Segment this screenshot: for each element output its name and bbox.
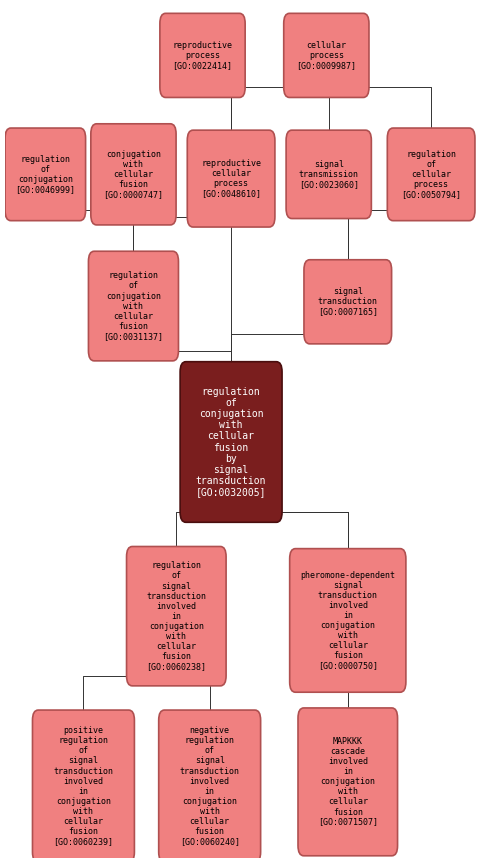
- Text: negative
regulation
of
signal
transduction
involved
in
conjugation
with
cellular: negative regulation of signal transducti…: [180, 727, 240, 846]
- Text: conjugation
with
cellular
fusion
[GO:0000747]: conjugation with cellular fusion [GO:000…: [104, 150, 163, 199]
- FancyBboxPatch shape: [304, 260, 392, 344]
- FancyBboxPatch shape: [5, 128, 86, 221]
- Text: regulation
of
conjugation
with
cellular
fusion
[GO:0031137]: regulation of conjugation with cellular …: [104, 271, 163, 341]
- FancyBboxPatch shape: [284, 13, 369, 97]
- FancyBboxPatch shape: [180, 362, 282, 522]
- FancyBboxPatch shape: [88, 251, 178, 361]
- Text: signal
transduction
[GO:0007165]: signal transduction [GO:0007165]: [318, 287, 378, 316]
- FancyBboxPatch shape: [290, 549, 406, 692]
- Text: reproductive
process
[GO:0022414]: reproductive process [GO:0022414]: [173, 41, 232, 70]
- Text: cellular
process
[GO:0009987]: cellular process [GO:0009987]: [296, 41, 356, 70]
- FancyBboxPatch shape: [387, 128, 475, 221]
- FancyBboxPatch shape: [298, 708, 398, 856]
- FancyBboxPatch shape: [286, 130, 371, 218]
- FancyBboxPatch shape: [91, 124, 176, 225]
- Text: positive
regulation
of
signal
transduction
involved
in
conjugation
with
cellular: positive regulation of signal transducti…: [53, 727, 113, 846]
- Text: reproductive
cellular
process
[GO:0048610]: reproductive cellular process [GO:004861…: [201, 159, 261, 199]
- Text: regulation
of
signal
transduction
involved
in
conjugation
with
cellular
fusion
[: regulation of signal transduction involv…: [146, 562, 207, 671]
- Text: regulation
of
conjugation
[GO:0046999]: regulation of conjugation [GO:0046999]: [16, 155, 75, 194]
- Text: signal
transmission
[GO:0023060]: signal transmission [GO:0023060]: [299, 160, 359, 189]
- FancyBboxPatch shape: [160, 13, 245, 97]
- FancyBboxPatch shape: [126, 546, 226, 686]
- Text: regulation
of
conjugation
with
cellular
fusion
by
signal
transduction
[GO:003200: regulation of conjugation with cellular …: [196, 387, 266, 498]
- FancyBboxPatch shape: [187, 130, 275, 227]
- Text: pheromone-dependent
signal
transduction
involved
in
conjugation
with
cellular
fu: pheromone-dependent signal transduction …: [300, 570, 395, 670]
- Text: regulation
of
cellular
process
[GO:0050794]: regulation of cellular process [GO:00507…: [401, 150, 461, 199]
- FancyBboxPatch shape: [33, 710, 135, 862]
- Text: MAPKKK
cascade
involved
in
conjugation
with
cellular
fusion
[GO:0071507]: MAPKKK cascade involved in conjugation w…: [318, 737, 378, 826]
- FancyBboxPatch shape: [159, 710, 260, 862]
